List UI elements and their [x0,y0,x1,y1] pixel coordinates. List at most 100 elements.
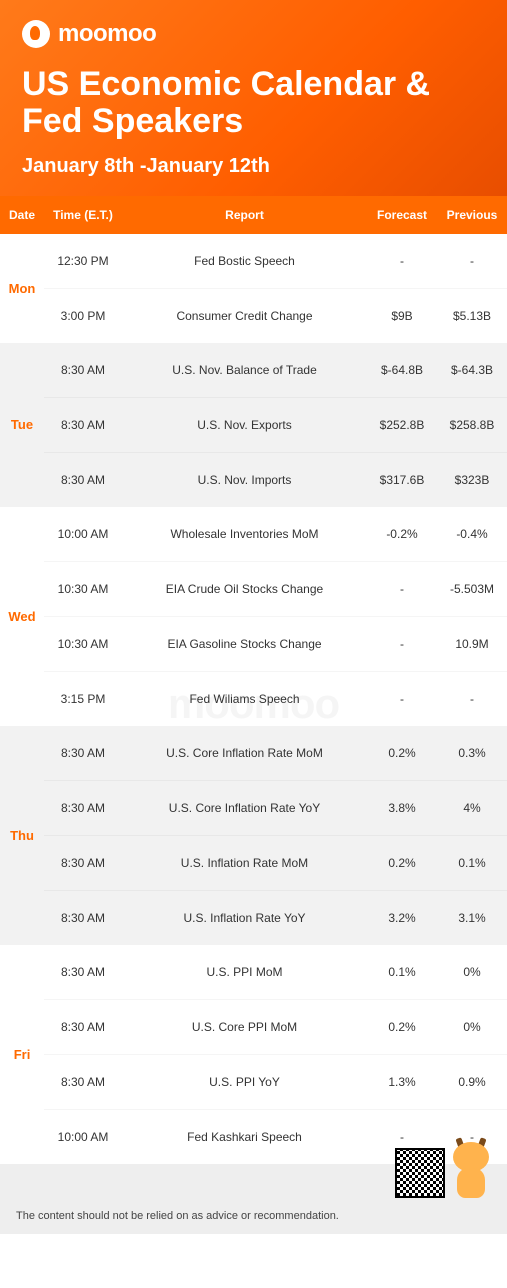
table-row: 10:30 AMEIA Gasoline Stocks Change-10.9M [0,616,507,671]
time-cell: 8:30 AM [44,726,122,781]
table-row: 8:30 AMU.S. Nov. Imports$317.6B$323B [0,452,507,507]
report-cell: EIA Gasoline Stocks Change [122,616,367,671]
footer: The content should not be relied on as a… [0,1164,507,1234]
table-row: Tue8:30 AMU.S. Nov. Balance of Trade$-64… [0,343,507,398]
date-range: January 8th -January 12th [22,155,485,178]
previous-cell: 4% [437,780,507,835]
forecast-cell: $317.6B [367,452,437,507]
table-row: 8:30 AMU.S. Core PPI MoM0.2%0% [0,999,507,1054]
table-row: 8:30 AMU.S. Inflation Rate YoY3.2%3.1% [0,890,507,945]
forecast-cell: -0.2% [367,507,437,562]
previous-cell: 3.1% [437,890,507,945]
forecast-cell: - [367,671,437,726]
disclaimer-text: The content should not be relied on as a… [16,1210,339,1222]
time-cell: 10:30 AM [44,561,122,616]
day-label: Thu [0,726,44,945]
time-cell: 12:30 PM [44,234,122,289]
forecast-cell: 0.2% [367,835,437,890]
time-cell: 10:00 AM [44,1109,122,1164]
time-cell: 8:30 AM [44,890,122,945]
forecast-cell: - [367,561,437,616]
table-row: 10:30 AMEIA Crude Oil Stocks Change--5.5… [0,561,507,616]
col-date: Date [0,196,44,234]
report-cell: U.S. Core Inflation Rate YoY [122,780,367,835]
brand-row: moomoo [22,20,485,48]
report-cell: U.S. Inflation Rate MoM [122,835,367,890]
brand-logo-icon [22,20,50,48]
report-cell: U.S. Nov. Exports [122,397,367,452]
report-cell: U.S. Nov. Balance of Trade [122,343,367,398]
report-cell: U.S. PPI MoM [122,945,367,1000]
calendar-table: Date Time (E.T.) Report Forecast Previou… [0,196,507,1164]
time-cell: 3:15 PM [44,671,122,726]
col-forecast: Forecast [367,196,437,234]
forecast-cell: 0.2% [367,726,437,781]
previous-cell: - [437,234,507,289]
previous-cell: -5.503M [437,561,507,616]
report-cell: EIA Crude Oil Stocks Change [122,561,367,616]
time-cell: 8:30 AM [44,780,122,835]
time-cell: 10:30 AM [44,616,122,671]
forecast-cell: 3.8% [367,780,437,835]
col-time: Time (E.T.) [44,196,122,234]
report-cell: U.S. Nov. Imports [122,452,367,507]
brand-name: moomoo [58,20,156,48]
day-label: Fri [0,945,44,1164]
previous-cell: - [437,671,507,726]
time-cell: 8:30 AM [44,835,122,890]
table-row: 8:30 AMU.S. Core Inflation Rate YoY3.8%4… [0,780,507,835]
table-body: Mon12:30 PMFed Bostic Speech--3:00 PMCon… [0,234,507,1164]
table-row: Thu8:30 AMU.S. Core Inflation Rate MoM0.… [0,726,507,781]
previous-cell: $5.13B [437,288,507,343]
col-report: Report [122,196,367,234]
report-cell: Fed Wiliams Speech [122,671,367,726]
report-cell: Wholesale Inventories MoM [122,507,367,562]
report-cell: Fed Kashkari Speech [122,1109,367,1164]
previous-cell: 0% [437,945,507,1000]
header: moomoo US Economic Calendar & Fed Speake… [0,0,507,196]
previous-cell: 0.3% [437,726,507,781]
time-cell: 8:30 AM [44,343,122,398]
time-cell: 8:30 AM [44,999,122,1054]
day-label: Wed [0,507,44,726]
col-previous: Previous [437,196,507,234]
table-row: 3:15 PMFed Wiliams Speech-- [0,671,507,726]
forecast-cell: $9B [367,288,437,343]
forecast-cell: - [367,616,437,671]
report-cell: U.S. Core Inflation Rate MoM [122,726,367,781]
previous-cell: 0.1% [437,835,507,890]
time-cell: 10:00 AM [44,507,122,562]
forecast-cell: $252.8B [367,397,437,452]
previous-cell: $258.8B [437,397,507,452]
time-cell: 3:00 PM [44,288,122,343]
forecast-cell: $-64.8B [367,343,437,398]
qr-mascot-group [395,1142,493,1198]
table-row: 8:30 AMU.S. Inflation Rate MoM0.2%0.1% [0,835,507,890]
forecast-cell: 3.2% [367,890,437,945]
table-row: Mon12:30 PMFed Bostic Speech-- [0,234,507,289]
previous-cell: 0% [437,999,507,1054]
day-label: Mon [0,234,44,343]
previous-cell: $323B [437,452,507,507]
previous-cell: 10.9M [437,616,507,671]
table-row: 3:00 PMConsumer Credit Change$9B$5.13B [0,288,507,343]
table-header-row: Date Time (E.T.) Report Forecast Previou… [0,196,507,234]
table-row: 8:30 AMU.S. Nov. Exports$252.8B$258.8B [0,397,507,452]
table-row: Wed10:00 AMWholesale Inventories MoM-0.2… [0,507,507,562]
forecast-cell: 0.1% [367,945,437,1000]
previous-cell: $-64.3B [437,343,507,398]
time-cell: 8:30 AM [44,945,122,1000]
qr-code-icon [395,1148,445,1198]
time-cell: 8:30 AM [44,452,122,507]
page-title: US Economic Calendar & Fed Speakers [22,66,485,141]
report-cell: U.S. Inflation Rate YoY [122,890,367,945]
report-cell: Fed Bostic Speech [122,234,367,289]
table-row: Fri8:30 AMU.S. PPI MoM0.1%0% [0,945,507,1000]
table-row: 8:30 AMU.S. PPI YoY1.3%0.9% [0,1054,507,1109]
day-label: Tue [0,343,44,507]
mascot-icon [449,1142,493,1198]
report-cell: U.S. PPI YoY [122,1054,367,1109]
time-cell: 8:30 AM [44,397,122,452]
report-cell: U.S. Core PPI MoM [122,999,367,1054]
previous-cell: 0.9% [437,1054,507,1109]
